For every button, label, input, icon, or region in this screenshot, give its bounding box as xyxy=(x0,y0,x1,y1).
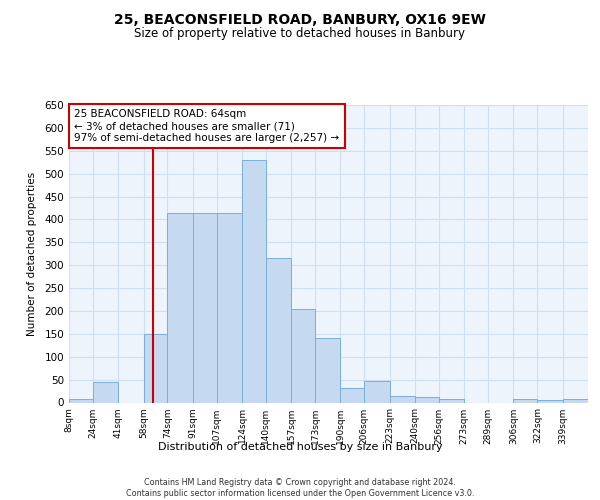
Bar xyxy=(69,399,93,402)
Bar xyxy=(415,396,439,402)
Y-axis label: Number of detached properties: Number of detached properties xyxy=(28,172,37,336)
Bar xyxy=(167,212,193,402)
Text: Size of property relative to detached houses in Banbury: Size of property relative to detached ho… xyxy=(134,28,466,40)
Text: Distribution of detached houses by size in Banbury: Distribution of detached houses by size … xyxy=(158,442,442,452)
Bar xyxy=(389,396,415,402)
Bar xyxy=(93,382,118,402)
Bar xyxy=(364,381,389,402)
Bar xyxy=(537,400,563,402)
Bar xyxy=(242,160,266,402)
Bar xyxy=(439,399,464,402)
Text: 25, BEACONSFIELD ROAD, BANBURY, OX16 9EW: 25, BEACONSFIELD ROAD, BANBURY, OX16 9EW xyxy=(114,12,486,26)
Bar xyxy=(217,212,242,402)
Text: Contains HM Land Registry data © Crown copyright and database right 2024.
Contai: Contains HM Land Registry data © Crown c… xyxy=(126,478,474,498)
Bar xyxy=(266,258,291,402)
Bar xyxy=(143,334,167,402)
Bar xyxy=(514,400,537,402)
Bar xyxy=(315,338,340,402)
Bar xyxy=(563,400,588,402)
Bar xyxy=(291,308,315,402)
Text: 25 BEACONSFIELD ROAD: 64sqm
← 3% of detached houses are smaller (71)
97% of semi: 25 BEACONSFIELD ROAD: 64sqm ← 3% of deta… xyxy=(74,110,340,142)
Bar xyxy=(193,212,217,402)
Bar xyxy=(340,388,364,402)
